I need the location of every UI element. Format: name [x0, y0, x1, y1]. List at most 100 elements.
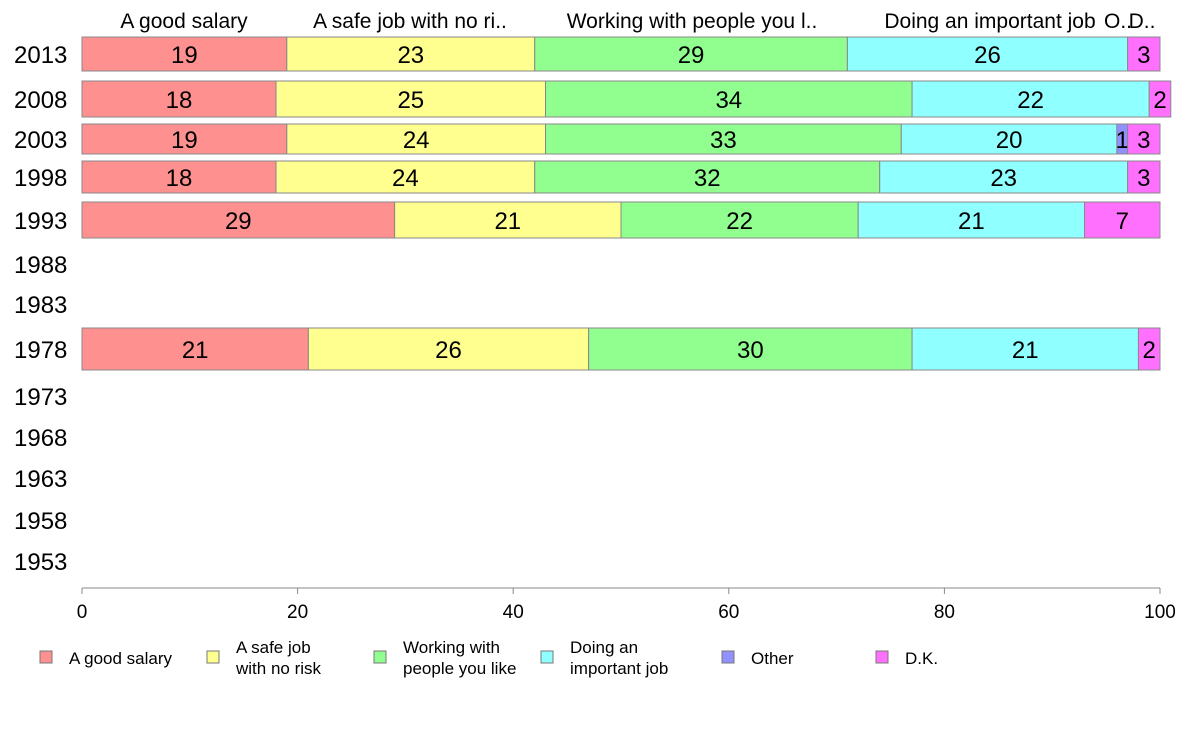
bars: 19 23 29 26 318 25 34 22 219 24 33 20 1 318 24 32 23 329 2… [81, 36, 1172, 371]
data-label: 21 [1012, 337, 1039, 364]
bar-segment [81, 160, 277, 194]
data-label: 19 [171, 127, 198, 154]
legend-swatch [206, 650, 220, 664]
legend-label: with no risk [235, 659, 322, 678]
year-label: 1963 [14, 466, 67, 493]
bar-segment [1137, 327, 1161, 371]
x-tick-label: 40 [503, 602, 524, 623]
year-label: 2003 [14, 127, 67, 154]
bar-segment [857, 201, 1086, 239]
bar-segment [81, 201, 396, 239]
bar-segment [1127, 123, 1161, 155]
data-label: 3 [1137, 127, 1150, 154]
bar-segment [1127, 160, 1161, 194]
bar-segment [275, 80, 547, 118]
legend-label: Other [751, 649, 794, 668]
top-label: Doing an important job [884, 10, 1095, 33]
bar-segment [1148, 80, 1172, 118]
year-label: 1973 [14, 384, 67, 411]
bar-segment [275, 160, 536, 194]
bar-segment [545, 80, 913, 118]
data-label: 1 [1116, 127, 1129, 154]
data-label: 26 [435, 337, 462, 364]
top-label: A safe job with no ri.. [313, 10, 507, 33]
legend-label: important job [570, 659, 668, 678]
data-label: 20 [996, 127, 1023, 154]
year-label: 1983 [14, 292, 67, 319]
legend-swatch [373, 650, 387, 664]
legend-label: D.K. [905, 649, 938, 668]
year-label: 1993 [14, 208, 67, 235]
year-label: 1958 [14, 508, 67, 535]
data-label: 24 [403, 127, 430, 154]
legend-label: people you like [403, 659, 516, 678]
bar-segment [620, 201, 859, 239]
x-tick-label: 60 [718, 602, 739, 623]
top-label: Working with people you l.. [567, 10, 818, 33]
data-label: 7 [1116, 208, 1129, 235]
year-label: 2008 [14, 87, 67, 114]
legend-swatch [540, 650, 554, 664]
legend-swatch [875, 650, 889, 664]
bar-segment [1127, 36, 1161, 72]
bar-segment [81, 123, 288, 155]
bar-segment [286, 36, 536, 72]
data-label: 33 [710, 127, 737, 154]
data-label: 29 [225, 208, 252, 235]
data-label: 18 [166, 165, 193, 192]
bar-segment [286, 123, 547, 155]
data-label: 23 [990, 165, 1017, 192]
data-label: 3 [1137, 165, 1150, 192]
data-label: 2 [1153, 87, 1166, 114]
x-axis: 0 20 40 60 80 100 [77, 587, 1176, 623]
data-label: 34 [715, 87, 742, 114]
data-label: 29 [678, 42, 705, 69]
legend-swatch [721, 650, 735, 664]
top-label: D.. [1129, 10, 1156, 33]
data-label: 22 [1017, 87, 1044, 114]
data-label: 24 [392, 165, 419, 192]
year-labels: 2013 2008 2003 1998 1993 1988 1983 1978 1973 1968… [14, 42, 67, 576]
data-label: 2 [1143, 337, 1156, 364]
data-label: 25 [397, 87, 424, 114]
data-label: 30 [737, 337, 764, 364]
legend-swatch [39, 650, 53, 664]
legend-label: Working with [403, 638, 500, 657]
bar-segment [911, 80, 1150, 118]
data-label: 32 [694, 165, 721, 192]
year-label: 2013 [14, 42, 67, 69]
year-label: 1968 [14, 425, 67, 452]
bar-segment [1084, 201, 1161, 239]
data-label: 21 [182, 337, 209, 364]
data-label: 18 [166, 87, 193, 114]
legend: A good salary A safe job with no risk Worki… [39, 638, 938, 678]
data-label: 21 [494, 208, 521, 235]
year-label: 1953 [14, 549, 67, 576]
data-label: 23 [397, 42, 424, 69]
top-category-labels: A good salary A safe job with no ri.. Work… [120, 10, 1155, 33]
data-label: 21 [958, 208, 985, 235]
x-tick-label: 80 [934, 602, 955, 623]
data-label: 3 [1137, 42, 1150, 69]
bar-segment [545, 123, 902, 155]
bar-segment [81, 327, 309, 371]
legend-label: A good salary [69, 649, 173, 668]
x-tick-label: 0 [77, 602, 88, 623]
top-label: A good salary [120, 10, 248, 33]
bar-segment [81, 80, 277, 118]
data-label: 22 [726, 208, 753, 235]
legend-label: Doing an [570, 638, 638, 657]
data-label: 19 [171, 42, 198, 69]
legend-label: A safe job [236, 638, 311, 657]
year-label: 1978 [14, 337, 67, 364]
top-label: O.. [1104, 10, 1132, 33]
year-label: 1988 [14, 252, 67, 279]
bar-segment [394, 201, 622, 239]
bar-segment [307, 327, 590, 371]
year-label: 1998 [14, 165, 67, 192]
bar-segment [534, 160, 881, 194]
x-tick-label: 20 [287, 602, 308, 623]
data-label: 26 [974, 42, 1001, 69]
x-tick-label: 100 [1144, 602, 1176, 623]
